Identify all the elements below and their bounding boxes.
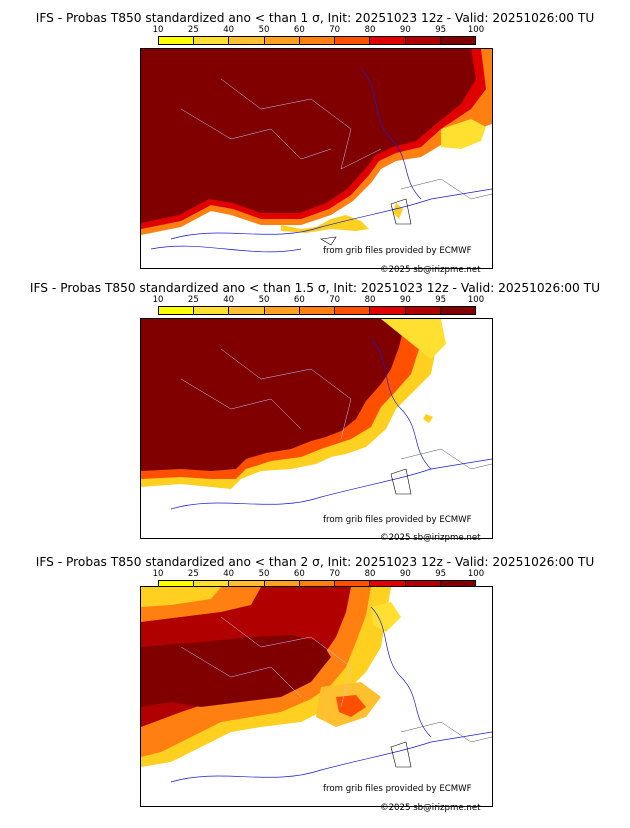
colorbar-tick-label: 50 — [258, 295, 270, 305]
colorbar-tick-label: 60 — [293, 25, 305, 35]
colorbar-swatch — [440, 37, 475, 44]
data-source-credit: from grib files provided by ECMWF — [323, 784, 472, 794]
colorbar-swatch — [159, 307, 195, 314]
colorbar-swatch — [194, 37, 230, 44]
colorbar-swatch — [370, 581, 406, 588]
colorbar-swatch — [229, 37, 265, 44]
colorbar-swatch — [299, 581, 336, 588]
colorbar-tick-label: 10 — [152, 569, 164, 579]
colorbar-swatch — [405, 581, 441, 588]
colorbar-tick-label: 95 — [435, 25, 447, 35]
colorbar-tick-label: 80 — [364, 25, 376, 35]
colorbar-tick-label: 50 — [258, 25, 270, 35]
colorbar-swatch — [370, 37, 406, 44]
colorbar-tick-label: 70 — [329, 25, 341, 35]
copyright-credit: ©2025 sb@irizpme.net — [380, 803, 481, 813]
colorbar-tick-label: 50 — [258, 569, 270, 579]
colorbar-tick-label: 100 — [467, 295, 485, 305]
colorbar-tick-label: 100 — [467, 25, 485, 35]
colorbar-tick-label: 100 — [467, 569, 485, 579]
colorbar — [158, 580, 476, 589]
copyright-credit: ©2025 sb@irizpme.net — [380, 265, 481, 275]
colorbar-tick-label: 25 — [187, 569, 199, 579]
colorbar-swatch — [405, 37, 441, 44]
colorbar-labels: 10 25 40 50 60 70 80 90 95 100 — [153, 569, 485, 579]
probability-map — [140, 586, 493, 807]
colorbar-tick-label: 25 — [187, 295, 199, 305]
colorbar-swatch — [229, 307, 265, 314]
probability-map — [140, 48, 493, 269]
colorbar-tick-label: 90 — [399, 569, 411, 579]
colorbar-tick-label: 80 — [364, 295, 376, 305]
colorbar-tick-label: 10 — [152, 25, 164, 35]
colorbar-tick-label: 90 — [399, 295, 411, 305]
data-source-credit: from grib files provided by ECMWF — [323, 246, 472, 256]
copyright-credit: ©2025 sb@irizpme.net — [380, 533, 481, 543]
colorbar-swatch — [264, 581, 300, 588]
colorbar-swatch — [299, 307, 336, 314]
colorbar-swatch — [440, 307, 475, 314]
map-panel-3: IFS - Probas T850 standardized ano < tha… — [0, 544, 630, 820]
colorbar-swatch — [159, 581, 195, 588]
colorbar-swatch — [370, 307, 406, 314]
map-panel-1: IFS - Probas T850 standardized ano < tha… — [0, 0, 630, 276]
colorbar-tick-label: 10 — [152, 295, 164, 305]
colorbar-swatch — [440, 581, 475, 588]
colorbar-swatch — [299, 37, 336, 44]
probability-map — [140, 318, 493, 539]
colorbar-swatch — [264, 307, 300, 314]
map-panel-2: IFS - Probas T850 standardized ano < tha… — [0, 270, 630, 546]
colorbar-labels: 10 25 40 50 60 70 80 90 95 100 — [153, 25, 485, 35]
colorbar-tick-label: 80 — [364, 569, 376, 579]
panel-title: IFS - Probas T850 standardized ano < tha… — [35, 11, 595, 25]
colorbar-tick-label: 60 — [293, 569, 305, 579]
colorbar-swatch — [229, 581, 265, 588]
data-source-credit: from grib files provided by ECMWF — [323, 515, 472, 525]
colorbar-swatch — [159, 37, 195, 44]
colorbar-tick-label: 40 — [223, 569, 235, 579]
panel-title: IFS - Probas T850 standardized ano < tha… — [29, 281, 601, 295]
colorbar-tick-label: 95 — [435, 569, 447, 579]
colorbar-swatch — [405, 307, 441, 314]
colorbar-swatch — [194, 307, 230, 314]
colorbar-tick-label: 40 — [223, 295, 235, 305]
colorbar-tick-label: 70 — [329, 569, 341, 579]
colorbar-tick-label: 95 — [435, 295, 447, 305]
colorbar-tick-label: 70 — [329, 295, 341, 305]
colorbar — [158, 306, 476, 315]
panel-title: IFS - Probas T850 standardized ano < tha… — [35, 555, 595, 569]
colorbar-swatch — [335, 37, 371, 44]
colorbar-tick-label: 60 — [293, 295, 305, 305]
colorbar-swatch — [335, 307, 371, 314]
colorbar-labels: 10 25 40 50 60 70 80 90 95 100 — [153, 295, 485, 305]
colorbar — [158, 36, 476, 45]
colorbar-swatch — [264, 37, 300, 44]
colorbar-swatch — [335, 581, 371, 588]
colorbar-swatch — [194, 581, 230, 588]
colorbar-tick-label: 90 — [399, 25, 411, 35]
colorbar-tick-label: 40 — [223, 25, 235, 35]
colorbar-tick-label: 25 — [187, 25, 199, 35]
